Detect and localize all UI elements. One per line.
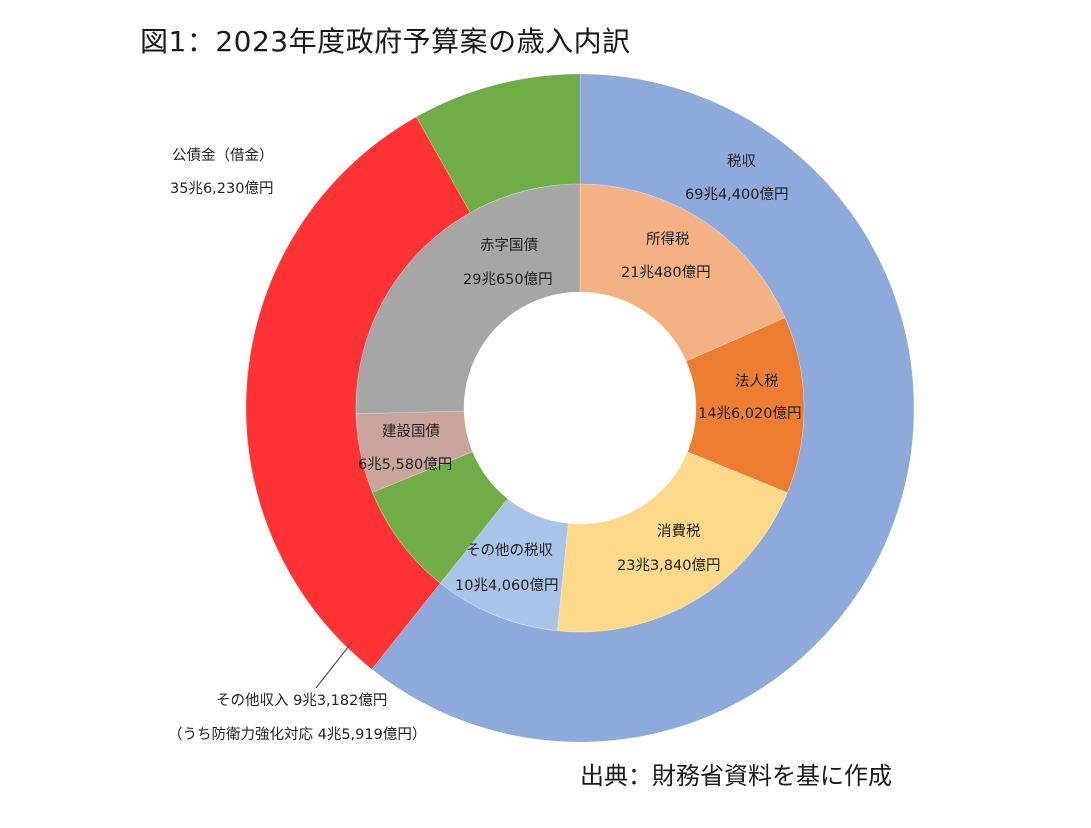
outer-ring xyxy=(245,73,915,743)
label-corp-tax-name: 法人税 xyxy=(735,373,779,390)
label-construction-bond-value: 6兆5,580億円 xyxy=(358,456,452,473)
label-income-tax-name: 所得税 xyxy=(646,231,690,248)
label-other-income: その他収入 9兆3,182億円 xyxy=(216,692,387,709)
inner-ring xyxy=(355,183,805,633)
label-debt-value: 35兆6,230億円 xyxy=(170,180,273,197)
source-note: 出典：財務省資料を基に作成 xyxy=(580,762,892,790)
label-corp-tax-value: 14兆6,020億円 xyxy=(698,405,801,422)
label-construction-bond-name: 建設国債 xyxy=(382,423,440,440)
label-tax-value: 69兆4,400億円 xyxy=(685,186,788,203)
label-deficit-bond-name: 赤字国債 xyxy=(480,237,538,254)
label-other-income-note: （うち防衛力強化対応 4兆5,919億円） xyxy=(168,726,426,743)
label-other-tax-value: 10兆4,060億円 xyxy=(455,577,558,594)
label-income-tax-value: 21兆480億円 xyxy=(621,264,711,281)
label-deficit-bond-value: 29兆650億円 xyxy=(463,271,553,288)
donut-hole xyxy=(464,292,696,524)
label-other-tax-name: その他の税収 xyxy=(466,542,553,559)
label-tax-name: 税収 xyxy=(727,153,756,170)
leader-line xyxy=(315,641,353,689)
label-consumption-tax-value: 23兆3,840億円 xyxy=(617,557,720,574)
label-consumption-tax-name: 消費税 xyxy=(657,523,701,540)
chart-title: 図1：2023年度政府予算案の歳入内訳 xyxy=(140,25,631,58)
label-debt-name: 公債金（借金） xyxy=(172,147,274,164)
